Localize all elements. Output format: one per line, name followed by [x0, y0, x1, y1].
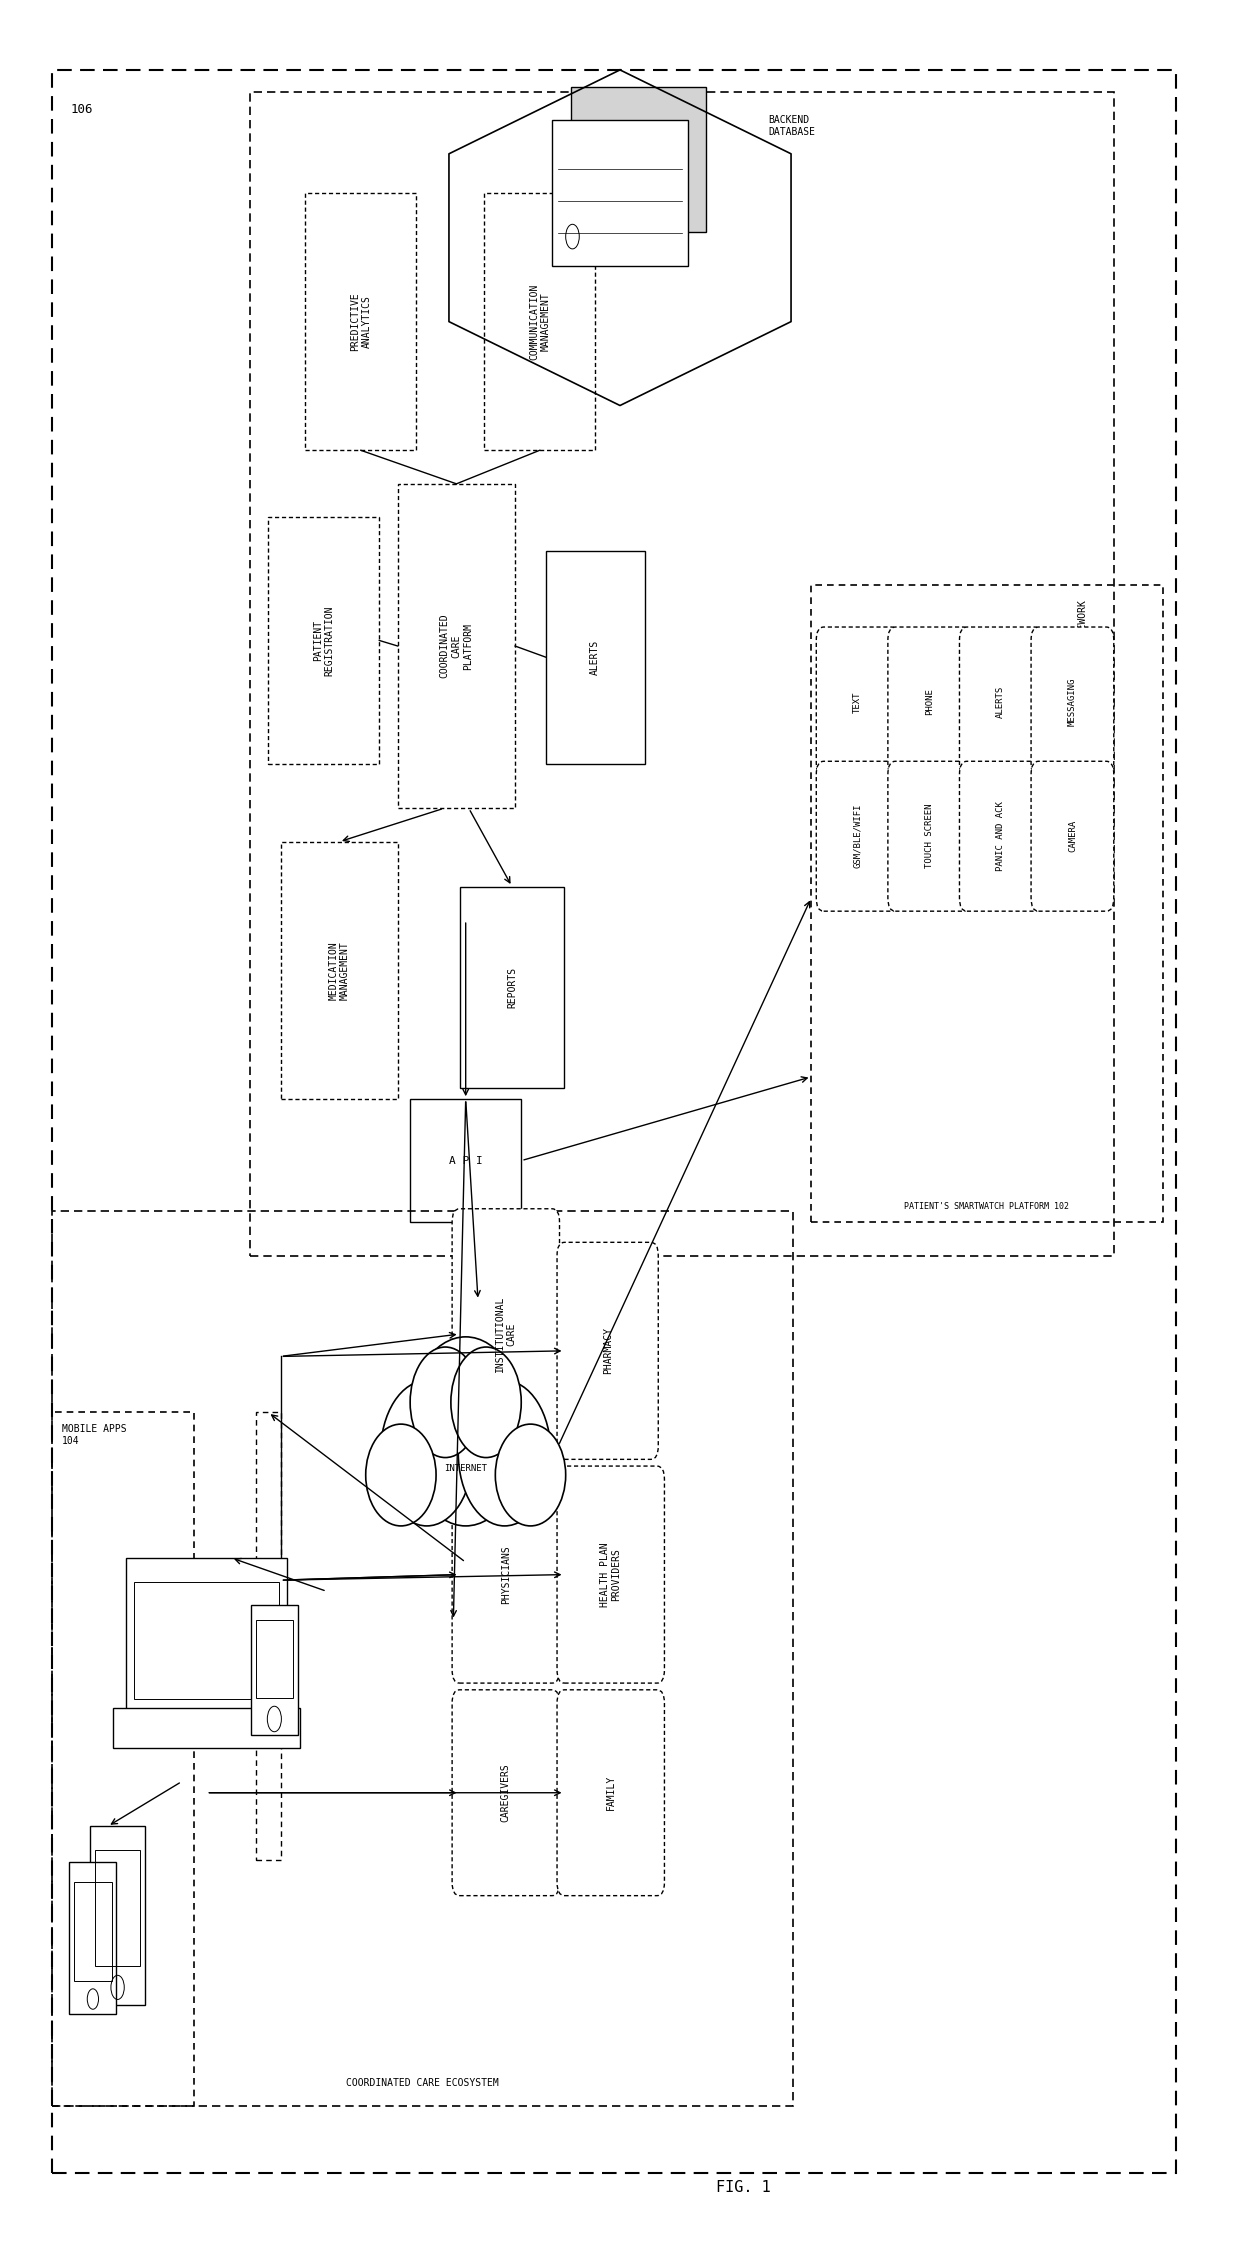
- Text: PREDICTIVE
ANALYTICS: PREDICTIVE ANALYTICS: [350, 292, 372, 350]
- Bar: [280, 841, 398, 1099]
- Text: MEDICATION
MANAGEMENT: MEDICATION MANAGEMENT: [329, 942, 350, 1000]
- Text: PHARMACY: PHARMACY: [603, 1328, 613, 1375]
- Text: PHONE: PHONE: [925, 689, 934, 716]
- Bar: [126, 1559, 286, 1714]
- Bar: [484, 193, 595, 451]
- Text: ALERTS: ALERTS: [996, 686, 1006, 718]
- FancyBboxPatch shape: [453, 1467, 559, 1682]
- Text: INTERNET: INTERNET: [444, 1465, 487, 1474]
- Text: 106: 106: [71, 103, 93, 117]
- Bar: [74, 1882, 112, 1981]
- FancyBboxPatch shape: [557, 1243, 658, 1460]
- Text: BACKEND
DATABASE: BACKEND DATABASE: [768, 114, 815, 137]
- FancyBboxPatch shape: [1032, 760, 1114, 911]
- Text: INSTITUTIONAL
CARE: INSTITUTIONAL CARE: [495, 1296, 517, 1373]
- Text: FAMILY: FAMILY: [606, 1774, 616, 1810]
- Ellipse shape: [405, 1337, 526, 1525]
- Ellipse shape: [459, 1379, 551, 1525]
- Bar: [552, 121, 688, 265]
- Bar: [570, 87, 707, 231]
- Ellipse shape: [366, 1424, 436, 1525]
- Bar: [113, 1707, 300, 1747]
- Text: PATIENT'S SMARTWATCH PLATFORM 102: PATIENT'S SMARTWATCH PLATFORM 102: [904, 1202, 1069, 1211]
- Text: CAREGIVERS: CAREGIVERS: [501, 1763, 511, 1821]
- FancyBboxPatch shape: [453, 1209, 559, 1460]
- FancyBboxPatch shape: [816, 628, 899, 776]
- Text: GSM/BLE/WIFI: GSM/BLE/WIFI: [853, 803, 862, 868]
- Text: TOUCH SCREEN: TOUCH SCREEN: [925, 803, 934, 868]
- Bar: [398, 484, 515, 807]
- Text: MESSAGING: MESSAGING: [1068, 677, 1076, 727]
- Ellipse shape: [451, 1348, 521, 1458]
- Bar: [811, 585, 1163, 1222]
- Text: MOBILE APPS
104: MOBILE APPS 104: [62, 1424, 126, 1447]
- FancyBboxPatch shape: [888, 628, 971, 776]
- Ellipse shape: [410, 1348, 481, 1458]
- Text: A P I: A P I: [449, 1155, 482, 1166]
- Bar: [268, 518, 379, 763]
- Text: WEB FRONTEND: WEB FRONTEND: [264, 1626, 273, 1691]
- FancyBboxPatch shape: [453, 1689, 559, 1895]
- Bar: [134, 1581, 279, 1698]
- Bar: [250, 1604, 298, 1734]
- Bar: [305, 193, 417, 451]
- Text: HEALTH PLAN
PROVIDERS: HEALTH PLAN PROVIDERS: [600, 1543, 621, 1606]
- Bar: [249, 92, 1114, 1256]
- Text: PATIENT
REGISTRATION: PATIENT REGISTRATION: [312, 606, 335, 675]
- Bar: [52, 1211, 792, 2106]
- Bar: [255, 1619, 293, 1698]
- Text: CAMERA: CAMERA: [1068, 821, 1076, 852]
- Bar: [95, 1850, 140, 1965]
- FancyBboxPatch shape: [816, 760, 899, 911]
- Text: PANIC AND ACK: PANIC AND ACK: [996, 801, 1006, 870]
- FancyBboxPatch shape: [960, 628, 1042, 776]
- Bar: [546, 552, 645, 763]
- Text: FIG. 1: FIG. 1: [715, 2180, 771, 2196]
- Text: PHYSICIANS: PHYSICIANS: [501, 1545, 511, 1604]
- Text: COORDINATED CARE ECOSYSTEM: COORDINATED CARE ECOSYSTEM: [346, 2077, 498, 2088]
- Text: REPORTS: REPORTS: [507, 967, 517, 1007]
- Text: ALERTS: ALERTS: [590, 639, 600, 675]
- Bar: [255, 1413, 280, 1859]
- FancyBboxPatch shape: [557, 1689, 665, 1895]
- Bar: [410, 1099, 521, 1222]
- Bar: [89, 1826, 145, 2005]
- Bar: [460, 886, 564, 1088]
- Text: WEB APPLICATION FRAMEWORK: WEB APPLICATION FRAMEWORK: [1078, 601, 1087, 747]
- FancyBboxPatch shape: [888, 760, 971, 911]
- Bar: [69, 1862, 117, 2014]
- Text: TEXT: TEXT: [853, 691, 862, 713]
- Text: COMMUNICATION
MANAGEMENT: COMMUNICATION MANAGEMENT: [529, 283, 551, 359]
- FancyBboxPatch shape: [557, 1467, 665, 1682]
- Ellipse shape: [381, 1379, 474, 1525]
- Bar: [52, 1413, 195, 2106]
- Ellipse shape: [495, 1424, 565, 1525]
- FancyBboxPatch shape: [1032, 628, 1114, 776]
- Text: COORDINATED
CARE
PLATFORM: COORDINATED CARE PLATFORM: [440, 615, 472, 677]
- FancyBboxPatch shape: [960, 760, 1042, 911]
